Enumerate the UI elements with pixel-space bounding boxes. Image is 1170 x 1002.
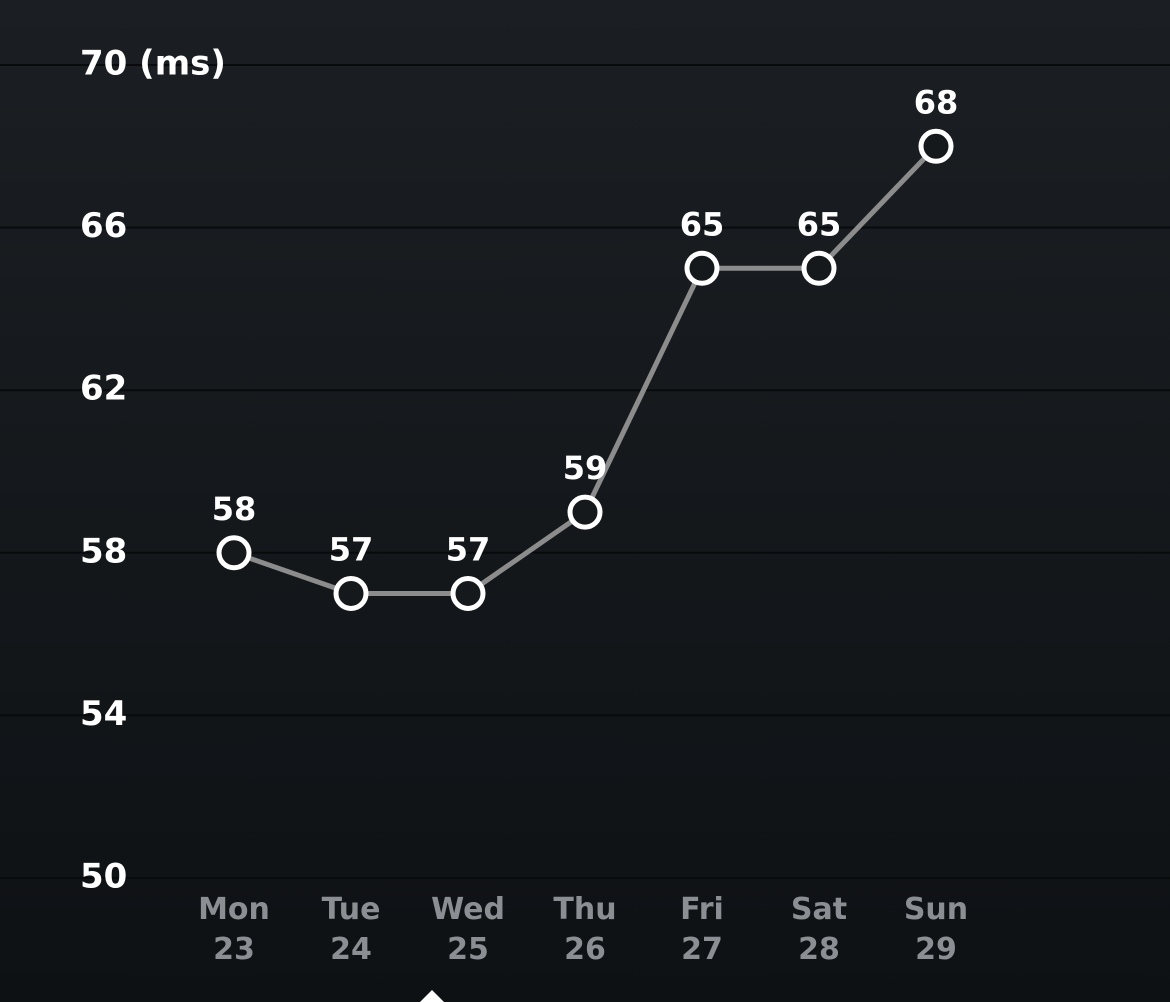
point <box>684 250 720 286</box>
point <box>801 250 837 286</box>
y-tick-label: 70 (ms) <box>80 44 226 84</box>
y-tick-label: 54 <box>80 694 127 734</box>
y-tick-label: 50 <box>80 857 127 897</box>
x-tick-label: Wed 25 <box>431 892 505 967</box>
point <box>333 575 369 611</box>
value-label: 58 <box>212 490 257 528</box>
value-label: 65 <box>680 205 725 243</box>
point <box>216 535 252 571</box>
x-tick-label: Fri 27 <box>680 892 724 967</box>
point <box>918 128 954 164</box>
point <box>450 575 486 611</box>
x-tick-label: Sat 28 <box>790 892 848 967</box>
value-label: 68 <box>914 83 959 121</box>
y-tick-label: 58 <box>80 531 127 571</box>
x-tick-label: Mon 23 <box>198 892 270 967</box>
x-tick-label: Tue 24 <box>321 892 381 967</box>
x-tick-label: Sun 29 <box>903 892 969 967</box>
value-label: 57 <box>329 530 374 568</box>
value-label: 57 <box>446 530 491 568</box>
selection-pointer <box>420 990 444 1002</box>
y-tick-label: 66 <box>80 206 127 246</box>
y-tick-label: 62 <box>80 369 127 409</box>
x-tick-label: Thu 26 <box>553 892 617 967</box>
value-label: 59 <box>563 449 608 487</box>
value-label: 65 <box>797 205 842 243</box>
point <box>567 494 603 530</box>
